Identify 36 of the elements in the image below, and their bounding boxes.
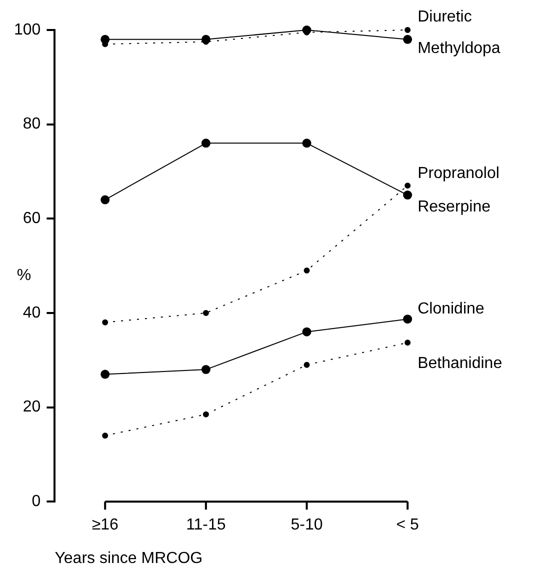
series-label: Methyldopa [418,40,500,57]
point [403,190,412,200]
x-tick-label: 11-15 [186,516,226,534]
point [304,362,310,368]
y-tick-label: 0 [32,493,41,510]
y-tick-label: 40 [22,304,41,322]
point [403,314,412,324]
point [404,182,411,189]
point [202,310,209,316]
y-tick-label: 100 [14,21,41,38]
point [304,268,310,274]
series-label: Reserpine [418,198,491,216]
point [302,327,312,336]
y-tick-label: 20 [22,398,41,416]
point [201,138,210,148]
series-label: Clonidine [418,300,484,318]
point [404,340,411,346]
y-tick-label: 60 [22,210,41,228]
point [102,432,108,439]
x-tick-label: 5-10 [290,516,323,534]
series-label: Diuretic [418,8,472,26]
y-axis-title: % [16,267,32,284]
x-tick-label: < 5 [396,516,420,534]
x-tick-label: ≥16 [92,516,118,534]
x-axis-title: Years since MRCOG [54,550,203,567]
point [202,411,209,418]
point [201,365,210,374]
y-tick-label: 80 [22,116,41,133]
series-label: Propranolol [418,165,500,182]
point [302,138,312,148]
point [100,370,110,379]
point [404,27,411,33]
point [100,195,110,204]
series-label: Bethanidine [418,355,502,372]
point [403,34,412,44]
point [102,319,108,326]
